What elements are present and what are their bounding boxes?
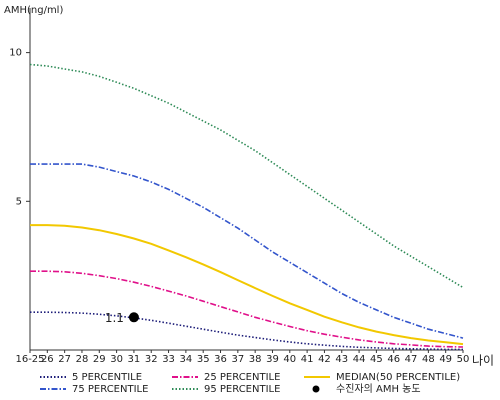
x-tick-label: 33 bbox=[162, 354, 175, 365]
x-tick-label: 29 bbox=[93, 354, 106, 365]
x-tick-label: 40 bbox=[283, 354, 296, 365]
line-series bbox=[30, 224, 464, 346]
x-tick-label: 32 bbox=[145, 354, 158, 365]
x-tick-label: 43 bbox=[335, 354, 348, 365]
x-tick-label: 37 bbox=[231, 354, 244, 365]
x-tick-label: 26 bbox=[41, 354, 54, 365]
x-tick-label: 46 bbox=[387, 354, 400, 365]
legend-label: 수진자의 AMH 농도 bbox=[336, 383, 421, 395]
x-tick-label: 28 bbox=[76, 354, 89, 365]
x-tick-label: 39 bbox=[266, 354, 279, 365]
legend-label: 75 PERCENTILE bbox=[72, 384, 148, 395]
x-tick-label: 48 bbox=[422, 354, 435, 365]
x-tick-label: 50 bbox=[457, 354, 470, 365]
x-tick-label: 38 bbox=[249, 354, 262, 365]
x-tick-label: 35 bbox=[197, 354, 210, 365]
legend-label: 5 PERCENTILE bbox=[72, 372, 142, 383]
x-tick-label: 45 bbox=[370, 354, 383, 365]
y-tick-label: 5 bbox=[16, 196, 22, 207]
legend-label: 25 PERCENTILE bbox=[204, 372, 280, 383]
x-tick-label: 34 bbox=[180, 354, 193, 365]
x-tick-label: 49 bbox=[439, 354, 452, 365]
x-axis-label: 나이 bbox=[472, 354, 494, 368]
x-tick-label: 42 bbox=[318, 354, 331, 365]
line-series bbox=[30, 311, 463, 351]
y-axis-label: AMH(ng/ml) bbox=[4, 5, 63, 16]
x-tick-label: 31 bbox=[128, 354, 141, 365]
line-series bbox=[29, 63, 464, 289]
legend-label: MEDIAN(50 PERCENTILE) bbox=[336, 372, 460, 383]
data-point bbox=[128, 312, 139, 323]
x-tick-label: 27 bbox=[58, 354, 71, 365]
line-series bbox=[30, 163, 464, 339]
x-tick-label: 36 bbox=[214, 354, 227, 365]
y-tick-label: 10 bbox=[9, 48, 22, 59]
x-tick-label: 30 bbox=[110, 354, 123, 365]
x-tick-label: 16-25 bbox=[15, 354, 44, 365]
x-tick-label: 47 bbox=[405, 354, 418, 365]
line-series bbox=[30, 270, 464, 348]
x-tick-label: 41 bbox=[301, 354, 314, 365]
legend-marker bbox=[312, 385, 320, 393]
data-label: 1.1 bbox=[105, 311, 124, 325]
legend-label: 95 PERCENTILE bbox=[204, 384, 280, 395]
x-tick-label: 44 bbox=[353, 354, 366, 365]
